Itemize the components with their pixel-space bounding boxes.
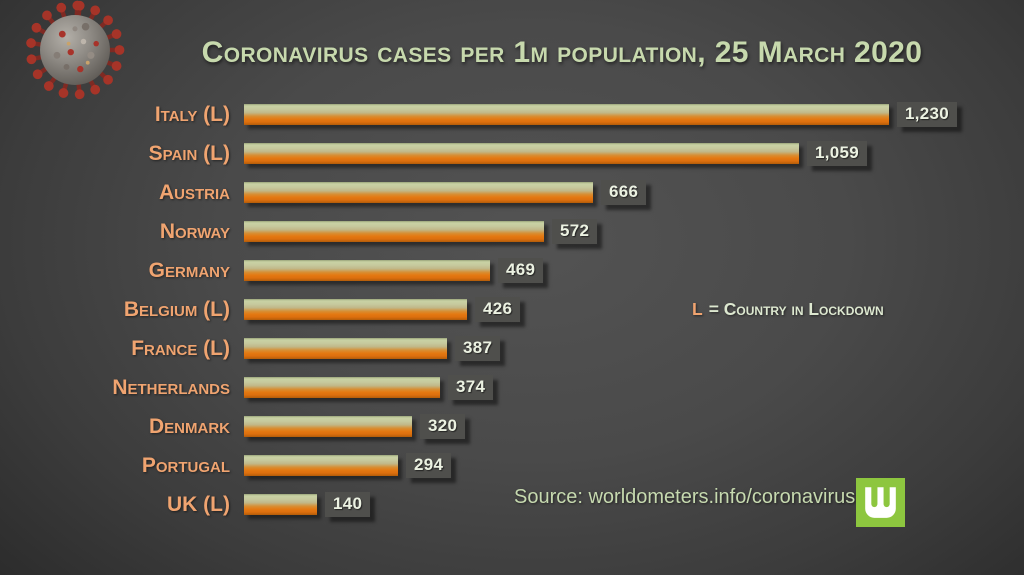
chart-row: Denmark 320 — [30, 407, 994, 446]
bar — [244, 377, 440, 398]
category-label: Spain (L) — [148, 141, 230, 165]
bar — [244, 104, 889, 125]
value-label: 387 — [455, 336, 501, 361]
legend-key: L — [692, 299, 703, 319]
value-label: 666 — [601, 180, 647, 205]
bar — [244, 221, 544, 242]
chart-row: Belgium (L) 426 — [30, 290, 994, 329]
legend-text: = Country in Lockdown — [708, 299, 884, 319]
source-text: Source: worldometers.info/coronavirus — [514, 486, 856, 508]
chart-row: Netherlands 374 — [30, 368, 994, 407]
value-label: 294 — [406, 453, 452, 478]
coronavirus-icon — [26, 0, 125, 100]
bar — [244, 494, 317, 515]
category-label: Portugal — [141, 453, 230, 477]
category-label: France (L) — [131, 336, 230, 360]
category-label: Austria — [159, 180, 230, 204]
bar — [244, 455, 398, 476]
category-label: Belgium (L) — [123, 297, 230, 321]
category-label: Italy (L) — [154, 102, 230, 126]
legend-note: L = Country in Lockdown — [692, 299, 884, 320]
category-label: UK (L) — [167, 492, 230, 516]
chart-row: Austria 666 — [30, 173, 994, 212]
chart-row: Norway 572 — [30, 212, 994, 251]
bar — [244, 338, 447, 359]
virus-body — [40, 15, 110, 85]
bar — [244, 260, 490, 281]
category-label: Netherlands — [112, 375, 230, 399]
category-label: Denmark — [149, 414, 230, 438]
value-label: 140 — [325, 492, 371, 517]
worldometers-logo — [856, 478, 905, 527]
chart-rows: Italy (L) 1,230 Spain (L) 1,059 Austria … — [30, 95, 994, 524]
category-label: Norway — [159, 219, 230, 243]
category-label: Germany — [148, 258, 230, 282]
virus-surface-dots — [53, 22, 99, 73]
bar — [244, 416, 412, 437]
bar — [244, 182, 593, 203]
chart-row: Germany 469 — [30, 251, 994, 290]
chart-row: Italy (L) 1,230 — [30, 95, 994, 134]
logo-w-letter — [865, 487, 896, 518]
value-label: 1,059 — [807, 141, 868, 166]
chart-row: France (L) 387 — [30, 329, 994, 368]
chart-row: Portugal 294 — [30, 446, 994, 485]
chart-row: UK (L) 140 — [30, 485, 994, 524]
value-label: 320 — [420, 414, 466, 439]
bar — [244, 143, 799, 164]
value-label: 469 — [498, 258, 544, 283]
value-label: 374 — [448, 375, 494, 400]
chart-row: Spain (L) 1,059 — [30, 134, 994, 173]
value-label: 1,230 — [897, 102, 958, 127]
value-label: 572 — [552, 219, 598, 244]
value-label: 426 — [475, 297, 521, 322]
bar — [244, 299, 467, 320]
chart-title: Coronavirus cases per 1m population, 25 … — [201, 36, 923, 69]
